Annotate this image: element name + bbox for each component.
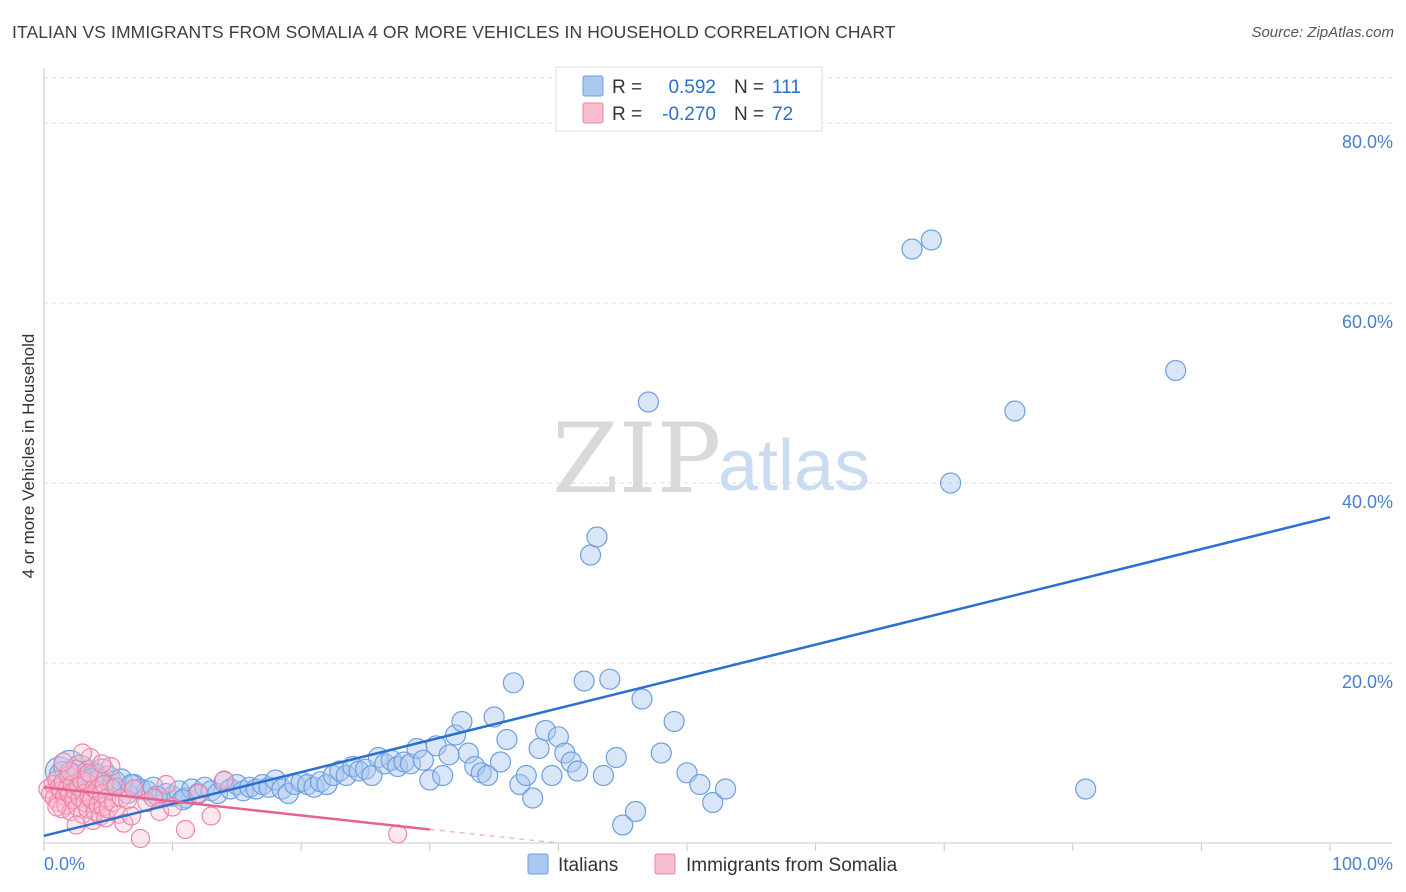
italians-point-102 bbox=[1004, 400, 1026, 422]
italians-point-87 bbox=[599, 668, 621, 690]
y-tick-label-1: 40.0% bbox=[1342, 492, 1393, 512]
legend-swatch-somalia bbox=[582, 102, 604, 124]
x-tick-label-0: 0.0% bbox=[44, 854, 85, 874]
legend-n-label-italians: N = bbox=[734, 77, 764, 98]
italians-point-104 bbox=[1165, 359, 1187, 382]
italians-point-72 bbox=[502, 672, 524, 694]
somalia-point-37 bbox=[89, 768, 109, 788]
trend-lines bbox=[43, 515, 1331, 844]
italians-point-96 bbox=[689, 773, 711, 796]
italians-point-78 bbox=[541, 764, 563, 787]
italians-point-89 bbox=[612, 814, 634, 836]
bottom-legend-swatch-italians[interactable] bbox=[527, 853, 549, 875]
italians-point-71 bbox=[496, 728, 518, 751]
bottom-legend-swatch-somalia[interactable] bbox=[654, 853, 676, 875]
italians-point-68 bbox=[477, 764, 499, 787]
somalia-point-71 bbox=[92, 754, 112, 774]
legend-n-value-italians: 111 bbox=[772, 77, 801, 98]
watermark-zip: ZIP bbox=[552, 403, 721, 515]
legend-n-value-somalia: 72 bbox=[772, 104, 793, 125]
italians-point-85 bbox=[586, 526, 608, 548]
somalia-point-63 bbox=[214, 770, 234, 790]
italians-point-58 bbox=[412, 749, 434, 771]
italians-point-82 bbox=[567, 760, 589, 782]
stats-legend: R = 0.592 N = 111 R = -0.270 N = 72 bbox=[555, 66, 823, 132]
watermark-atlas: atlas bbox=[718, 426, 870, 506]
y-axis-label: 4 or more Vehicles in Household bbox=[19, 334, 38, 579]
italians-point-83 bbox=[573, 670, 595, 692]
italians-point-74 bbox=[515, 764, 537, 787]
y-tick-label-0: 20.0% bbox=[1342, 672, 1393, 692]
somalia-trend-line bbox=[43, 785, 430, 831]
legend-r-value-italians: 0.592 bbox=[668, 77, 716, 98]
italians-point-93 bbox=[650, 742, 672, 764]
bottom-legend-label-somalia[interactable]: Immigrants from Somalia bbox=[686, 855, 898, 876]
italians-points bbox=[44, 229, 1187, 836]
source-label: Source: ZipAtlas.com bbox=[1251, 24, 1394, 41]
chart-title: ITALIAN VS IMMIGRANTS FROM SOMALIA 4 OR … bbox=[12, 22, 896, 42]
legend-r-value-somalia: -0.270 bbox=[662, 104, 716, 125]
legend-r-label-somalia: R = bbox=[612, 104, 642, 125]
somalia-point-54 bbox=[130, 828, 151, 849]
italians-point-88 bbox=[605, 746, 627, 769]
italians-point-77 bbox=[534, 719, 557, 742]
italians-point-90 bbox=[624, 800, 647, 823]
italians-point-65 bbox=[457, 742, 479, 764]
italians-point-98 bbox=[714, 778, 737, 800]
italians-point-61 bbox=[432, 764, 454, 787]
somalia-point-44 bbox=[98, 799, 118, 819]
watermark: ZIP atlas bbox=[552, 403, 870, 515]
italians-point-79 bbox=[547, 726, 570, 748]
somalia-point-68 bbox=[53, 752, 73, 772]
somalia-point-67 bbox=[72, 743, 93, 763]
somalia-point-58 bbox=[156, 774, 176, 795]
italians-trend-line bbox=[43, 515, 1331, 838]
italians-point-76 bbox=[528, 737, 550, 760]
italians-point-70 bbox=[489, 751, 512, 773]
y-tick-label-2: 60.0% bbox=[1342, 312, 1393, 332]
somalia-point-62 bbox=[201, 806, 221, 826]
somalia-trend-line-extension bbox=[429, 828, 559, 844]
grid-lines bbox=[44, 77, 1392, 664]
tick-labels: 20.0% 40.0% 60.0% 80.0% 0.0% 100.0% bbox=[44, 132, 1393, 874]
bottom-legend-label-italians[interactable]: Italians bbox=[558, 855, 618, 876]
x-tick-label-1: 100.0% bbox=[1332, 854, 1393, 874]
italians-point-64 bbox=[451, 710, 473, 733]
italians-point-84 bbox=[579, 544, 602, 566]
italians-point-94 bbox=[663, 710, 685, 733]
somalia-point-60 bbox=[175, 819, 196, 840]
italians-point-100 bbox=[920, 229, 942, 251]
series-legend[interactable]: Italians Immigrants from Somalia bbox=[527, 853, 898, 876]
legend-swatch-italians bbox=[582, 75, 604, 97]
italians-point-92 bbox=[637, 391, 660, 413]
y-tick-label-3: 80.0% bbox=[1342, 132, 1393, 152]
italians-point-75 bbox=[522, 787, 544, 809]
italians-point-99 bbox=[901, 238, 923, 260]
italians-point-91 bbox=[631, 688, 653, 710]
italians-point-97 bbox=[702, 791, 724, 814]
legend-n-label-somalia: N = bbox=[734, 104, 764, 125]
somalia-point-65 bbox=[47, 797, 67, 817]
somalia-points bbox=[38, 743, 408, 849]
italians-point-62 bbox=[438, 744, 460, 766]
axes bbox=[43, 68, 1392, 851]
italians-point-86 bbox=[592, 764, 615, 787]
somalia-point-50 bbox=[114, 813, 134, 833]
italians-point-103 bbox=[1075, 778, 1097, 800]
legend-r-label-italians: R = bbox=[612, 77, 642, 98]
italians-point-101 bbox=[940, 472, 962, 494]
italians-point-59 bbox=[419, 769, 441, 791]
